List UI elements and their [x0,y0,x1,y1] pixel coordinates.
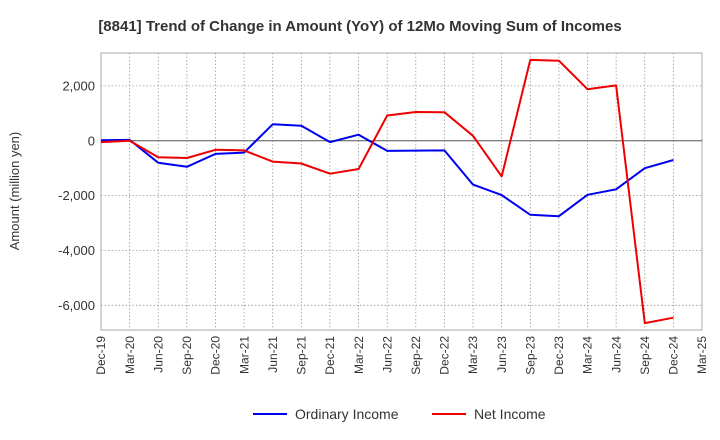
x-tick-label: Sep-20 [180,336,194,375]
x-tick-label: Mar-25 [695,336,709,374]
x-tick-label: Dec-23 [552,336,566,375]
x-tick-label: Dec-21 [323,336,337,375]
x-tick-label: Mar-24 [581,336,595,374]
y-tick-label: 0 [88,133,95,148]
x-tick-label: Mar-20 [123,336,137,374]
x-tick-label: Jun-20 [151,336,165,373]
x-tick-label: Jun-24 [609,336,623,373]
grid [101,53,702,330]
x-tick-label: Mar-22 [352,336,366,374]
series-lines [100,58,674,325]
x-tick-label: Jun-23 [495,336,509,373]
x-tick-label: Dec-20 [209,336,223,375]
y-axis-ticks: 2,000 0 -2,000 -4,000 -6,000 [58,78,95,312]
legend: Ordinary Income Net Income [253,406,546,422]
x-tick-label: Sep-23 [523,336,537,375]
x-tick-label: Dec-19 [94,336,108,375]
y-tick-label: 2,000 [62,78,95,93]
plot-area [100,52,703,331]
y-tick-label: -4,000 [58,243,95,258]
x-tick-label: Sep-24 [638,336,652,375]
legend-label: Ordinary Income [295,406,399,422]
x-tick-label: Sep-21 [295,336,309,375]
x-tick-label: Jun-21 [266,336,280,373]
x-tick-label: Mar-23 [466,336,480,374]
ordinary-income-line [100,123,674,218]
chart-title: [8841] Trend of Change in Amount (YoY) o… [98,18,621,35]
y-tick-label: -2,000 [58,188,95,203]
x-tick-label: Jun-22 [380,336,394,373]
x-tick-label: Dec-24 [667,336,681,375]
x-tick-label: Sep-22 [409,336,423,375]
x-tick-label: Dec-22 [438,336,452,375]
y-tick-label: -6,000 [58,298,95,313]
legend-label: Net Income [474,406,546,422]
y-axis-label: Amount (million yen) [7,132,22,251]
x-axis-ticks: Dec-19 Mar-20 Jun-20 Sep-20 Dec-20 Mar-21 Jun-… [94,336,709,375]
x-tick-label: Mar-21 [237,336,251,374]
plot-border [100,52,703,331]
net-income-line [100,58,674,325]
